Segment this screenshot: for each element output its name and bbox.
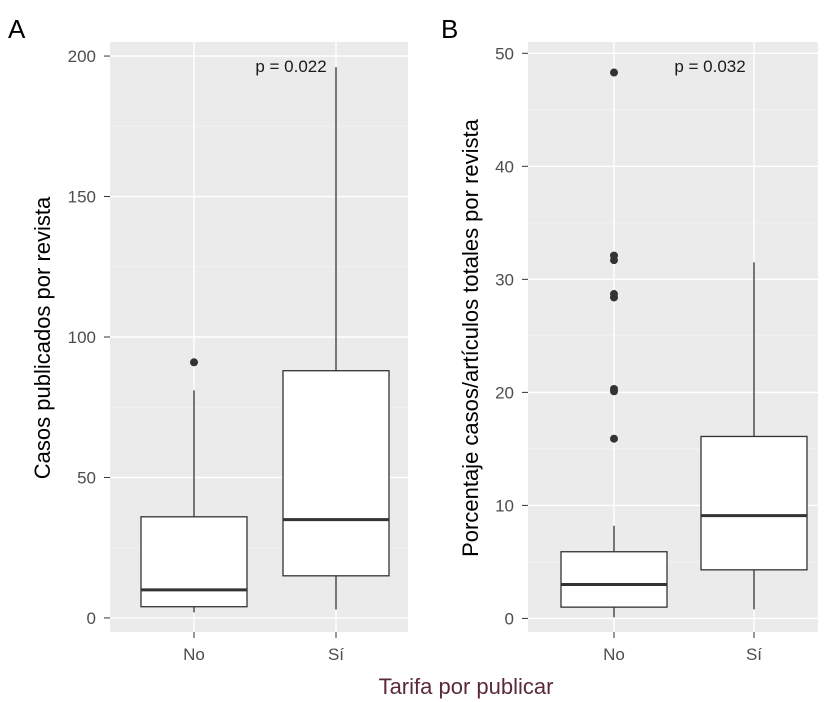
panel-a-tag: A: [8, 14, 26, 44]
panel-b-iqr-box: [700, 435, 808, 571]
panel-a-y-tick-label: 100: [68, 328, 96, 347]
panel-b: 0 10 20 30 40 50 No Sí p = 0.032 B Porcentaje c…: [441, 14, 818, 664]
panel-b-axes: 0 10 20 30 40 50 No Sí: [495, 44, 762, 664]
panel-b-iqr-box: [560, 551, 668, 608]
panel-b-y-tick-label: 20: [495, 383, 514, 402]
panel-a-outlier-point: [190, 358, 198, 367]
panel-b-p-value: p = 0.032: [674, 57, 745, 76]
panel-b-outlier-point: [610, 68, 618, 77]
panel-a-x-tick-label: Sí: [328, 645, 344, 664]
panel-a-y-tick-label: 200: [68, 47, 96, 66]
panel-b-y-tick-label: 0: [505, 609, 514, 628]
panel-b-x-tick-label: No: [603, 645, 625, 664]
panel-a-iqr-box: [282, 370, 390, 577]
panel-b-x-tick-label: Sí: [746, 645, 762, 664]
panel-a-p-value: p = 0.022: [255, 57, 326, 76]
panel-b-outlier-point: [610, 290, 618, 299]
panel-a: 0 50 100 150 200 No Sí p = 0.022 A Casos publi…: [8, 14, 408, 664]
panel-a-y-tick-label: 50: [77, 468, 96, 487]
panel-a-box-1: [282, 67, 390, 610]
panel-a-axes: 0 50 100 150 200 No Sí: [68, 47, 345, 664]
panel-b-y-tick-label: 40: [495, 157, 514, 176]
panel-a-boxes: [140, 67, 390, 613]
shared-x-axis-label: Tarifa por publicar: [379, 674, 554, 699]
panel-b-outlier-point: [610, 434, 618, 443]
panel-a-iqr-box: [140, 516, 248, 608]
panel-a-y-axis-label: Casos publicados por revista: [30, 196, 55, 479]
panel-b-boxes: [560, 68, 808, 618]
panel-b-outlier-point: [610, 251, 618, 260]
panel-b-y-tick-label: 50: [495, 44, 514, 63]
panel-a-box-0: [140, 358, 248, 613]
panel-b-y-axis-label: Porcentaje casos/artículos totales por r…: [458, 118, 483, 557]
panel-a-y-tick-label: 0: [87, 609, 96, 628]
panel-a-x-tick-label: No: [183, 645, 205, 664]
panel-b-outlier-point: [610, 384, 618, 393]
panel-b-box-0: [560, 68, 668, 618]
panel-a-y-tick-label: 150: [68, 188, 96, 207]
panel-b-tag: B: [441, 14, 458, 44]
panel-b-y-tick-label: 10: [495, 496, 514, 515]
panel-b-box-1: [700, 262, 808, 610]
panel-b-y-tick-label: 30: [495, 270, 514, 289]
